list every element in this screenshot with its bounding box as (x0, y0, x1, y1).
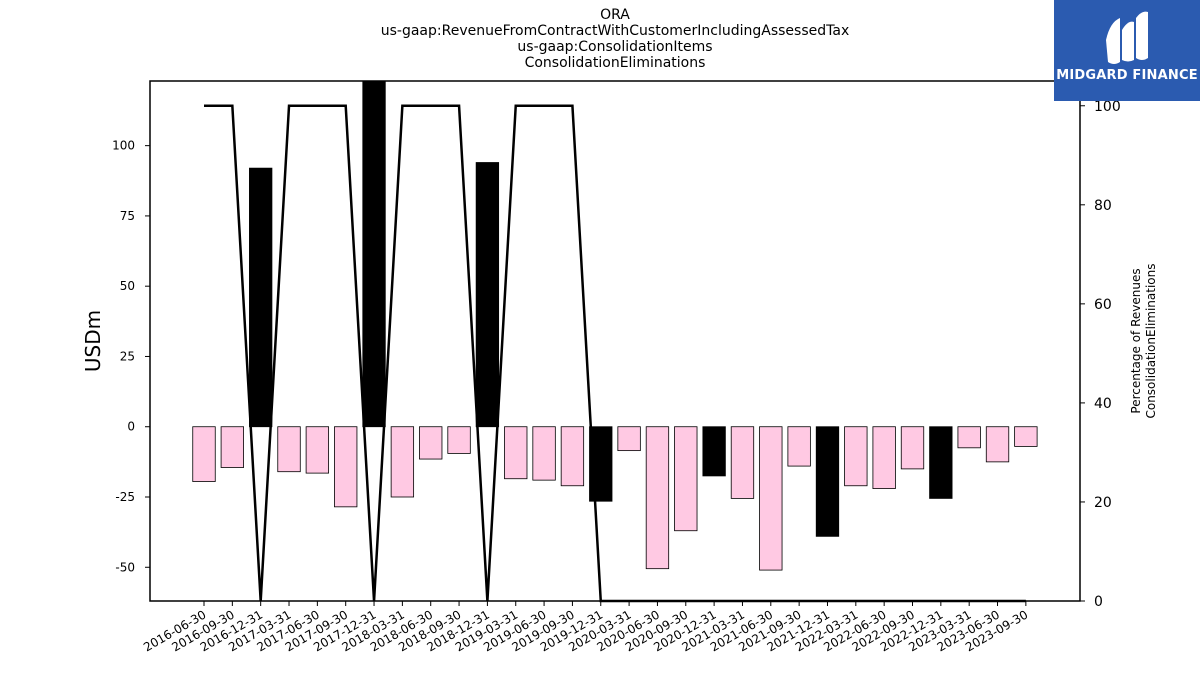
bar-2017-03-31 (277, 426, 301, 473)
y-axis-label: USDm (81, 310, 105, 372)
right-tick-label-40: 40 (1094, 396, 1112, 412)
bar-2022-09-30 (900, 426, 925, 470)
bar-2020-09-30 (674, 426, 698, 532)
bar-2023-03-31 (957, 426, 981, 449)
right-tick-label-100: 100 (1094, 99, 1121, 115)
bar-2023-09-30 (1014, 426, 1038, 447)
bar-2019-09-30 (560, 426, 585, 487)
right-tick-label-20: 20 (1094, 495, 1112, 511)
left-tick-label-100: 100 (112, 139, 135, 153)
chart-title: ORA us-gaap:RevenueFromContractWithCusto… (315, 7, 915, 71)
bar-2020-06-30 (645, 426, 670, 570)
bar-2016-09-30 (220, 426, 244, 468)
logo-mark-icon (1106, 11, 1148, 64)
x-axis: 2016-06-302016-09-302016-12-312017-03-31… (141, 601, 1030, 654)
right-axis-label-line-1: Percentage of Revenues (1129, 268, 1143, 413)
right-tick-label-60: 60 (1094, 297, 1112, 313)
left-tick-label-50: 50 (120, 279, 135, 293)
bar-2019-03-31 (504, 426, 528, 480)
bar-2017-06-30 (305, 426, 330, 474)
line-group (204, 104, 1026, 603)
bar-2017-09-30 (334, 426, 358, 508)
title-line-1: ORA (600, 7, 630, 23)
left-axis: -50 -25 0 25 50 75 100 (112, 139, 150, 574)
left-tick-label-25: 25 (120, 349, 135, 363)
title-line-3: us-gaap:ConsolidationItems (517, 39, 713, 55)
left-tick-label--25: -25 (115, 490, 135, 504)
bars-group (192, 81, 1038, 571)
bar-2020-12-31 (702, 426, 726, 477)
bar-2022-06-30 (872, 426, 896, 489)
bar-2018-12-31 (475, 162, 500, 428)
right-axis-label-line-2: ConsolidationEliminations (1144, 263, 1158, 418)
bar-2016-12-31 (249, 167, 273, 428)
bar-2018-06-30 (419, 426, 443, 460)
bar-2017-12-31 (362, 81, 386, 428)
bar-2020-03-31 (617, 426, 641, 452)
logo-text: MIDGARD FINANCE (1056, 68, 1198, 83)
bar-2021-03-31 (730, 426, 755, 499)
bar-2021-09-30 (787, 426, 811, 467)
left-tick-label-75: 75 (120, 209, 135, 223)
bar-2018-03-31 (390, 426, 415, 498)
bar-2022-12-31 (929, 426, 953, 499)
left-tick-label-0: 0 (127, 420, 135, 434)
bar-2019-06-30 (532, 426, 556, 481)
bar-2016-06-30 (192, 426, 216, 482)
bar-2018-09-30 (447, 426, 471, 454)
midgard-finance-logo: MIDGARD FINANCE (1054, 0, 1200, 101)
bar-2021-06-30 (759, 426, 783, 571)
right-tick-label-0: 0 (1094, 594, 1103, 610)
right-tick-label-80: 80 (1094, 198, 1112, 214)
bar-2021-12-31 (815, 426, 840, 537)
plot-frame (149, 80, 1081, 602)
percentage-line (204, 104, 1026, 603)
title-line-4: ConsolidationEliminations (524, 55, 706, 71)
left-tick-label--50: -50 (115, 560, 135, 574)
bar-2023-06-30 (985, 426, 1010, 463)
bar-2022-03-31 (844, 426, 868, 487)
right-axis: 0 20 40 60 80 100 (1080, 99, 1121, 610)
title-line-2: us-gaap:RevenueFromContractWithCustomerI… (380, 23, 850, 39)
